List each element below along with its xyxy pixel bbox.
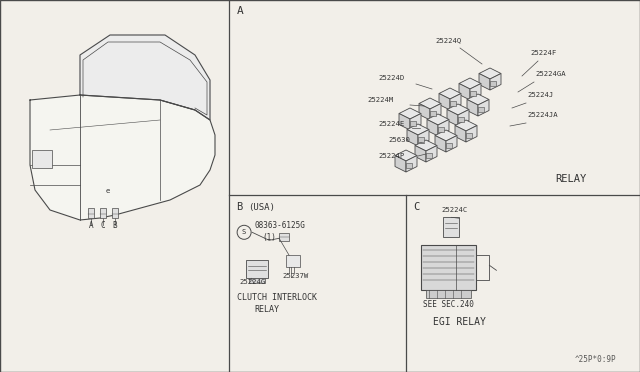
Text: C: C: [100, 221, 106, 230]
Bar: [112, 208, 118, 218]
Text: 25237W: 25237W: [282, 273, 308, 279]
Polygon shape: [435, 130, 457, 141]
Polygon shape: [438, 119, 449, 136]
Bar: [470, 91, 476, 96]
Text: C: C: [413, 202, 420, 212]
Text: 25224P: 25224P: [378, 153, 404, 159]
Text: B: B: [113, 221, 117, 230]
Bar: [32, 150, 52, 168]
Polygon shape: [410, 113, 421, 130]
Text: 25224J: 25224J: [527, 92, 553, 98]
Text: CLUTCH INTERLOCK: CLUTCH INTERLOCK: [237, 293, 317, 302]
Polygon shape: [446, 135, 457, 152]
Text: 08363-6125G: 08363-6125G: [254, 221, 305, 230]
Polygon shape: [479, 74, 490, 90]
Polygon shape: [407, 124, 429, 135]
Text: 25224GA: 25224GA: [535, 71, 566, 77]
Polygon shape: [418, 129, 429, 146]
Polygon shape: [490, 74, 501, 90]
Text: (USA): (USA): [248, 203, 275, 212]
Text: SEE SEC.240: SEE SEC.240: [424, 300, 474, 309]
Polygon shape: [447, 109, 458, 126]
Bar: [467, 133, 472, 138]
Polygon shape: [427, 119, 438, 136]
Polygon shape: [466, 125, 477, 142]
Polygon shape: [426, 145, 437, 162]
Text: ^25P*0:9P: ^25P*0:9P: [575, 355, 616, 364]
Polygon shape: [406, 155, 417, 172]
Polygon shape: [80, 35, 210, 120]
Text: e: e: [106, 188, 110, 194]
Bar: [426, 290, 472, 298]
Polygon shape: [458, 109, 469, 126]
Bar: [406, 163, 412, 168]
Bar: [279, 233, 289, 241]
Text: EGI RELAY: EGI RELAY: [433, 317, 486, 327]
Polygon shape: [435, 135, 446, 152]
Polygon shape: [467, 94, 489, 105]
Text: 25224Q: 25224Q: [435, 37, 461, 43]
Text: 25224D: 25224D: [378, 75, 404, 81]
Bar: [446, 143, 452, 148]
Bar: [421, 245, 476, 290]
Text: 25224C: 25224C: [442, 207, 468, 213]
Polygon shape: [450, 93, 461, 110]
Polygon shape: [430, 103, 441, 120]
Polygon shape: [459, 78, 481, 89]
Polygon shape: [455, 120, 477, 131]
Polygon shape: [407, 129, 418, 146]
Polygon shape: [395, 155, 406, 172]
Bar: [444, 217, 460, 237]
Bar: [430, 111, 436, 116]
Bar: [419, 137, 424, 142]
Text: RELAY: RELAY: [555, 174, 586, 184]
Bar: [246, 260, 268, 278]
Text: 25224G: 25224G: [239, 279, 266, 285]
Polygon shape: [459, 83, 470, 100]
Text: 25224M: 25224M: [367, 97, 393, 103]
Bar: [438, 127, 444, 132]
Bar: [249, 278, 265, 283]
Text: RELAY: RELAY: [254, 305, 279, 314]
Polygon shape: [455, 125, 466, 142]
Polygon shape: [415, 145, 426, 162]
Bar: [458, 117, 464, 122]
Text: B: B: [236, 202, 243, 212]
Text: 25630: 25630: [388, 137, 410, 143]
Polygon shape: [30, 95, 215, 220]
Bar: [286, 255, 300, 267]
Text: S: S: [242, 229, 246, 235]
Polygon shape: [478, 99, 489, 116]
Polygon shape: [415, 140, 437, 151]
Polygon shape: [419, 98, 441, 109]
Bar: [478, 107, 484, 112]
Text: (1): (1): [262, 233, 276, 242]
Polygon shape: [399, 113, 410, 130]
Polygon shape: [447, 104, 469, 115]
Bar: [410, 121, 416, 126]
Bar: [100, 208, 106, 218]
Bar: [88, 208, 94, 218]
Text: A: A: [89, 221, 93, 230]
Text: 25224F: 25224F: [530, 50, 556, 56]
Polygon shape: [395, 150, 417, 161]
Text: 25224JA: 25224JA: [527, 112, 557, 118]
Polygon shape: [439, 88, 461, 99]
Polygon shape: [439, 93, 450, 110]
Polygon shape: [467, 99, 478, 116]
Polygon shape: [419, 103, 430, 120]
Polygon shape: [399, 108, 421, 119]
Bar: [490, 81, 496, 86]
Bar: [451, 101, 456, 106]
Polygon shape: [479, 68, 501, 79]
Polygon shape: [427, 114, 449, 125]
Text: A: A: [237, 6, 244, 16]
Text: 25224E: 25224E: [378, 121, 404, 127]
Polygon shape: [470, 83, 481, 100]
Bar: [426, 153, 432, 158]
